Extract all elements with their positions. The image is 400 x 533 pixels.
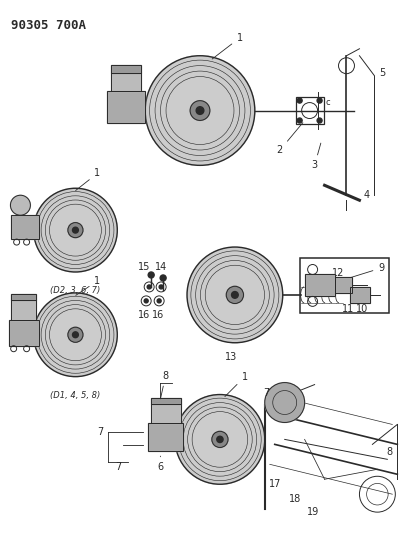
- Circle shape: [265, 383, 305, 423]
- Text: 1: 1: [212, 33, 243, 59]
- Bar: [334, 278, 352, 293]
- Bar: [151, 403, 181, 423]
- Text: 11: 11: [342, 304, 355, 314]
- Text: 5: 5: [379, 68, 386, 78]
- Circle shape: [68, 327, 83, 342]
- Circle shape: [190, 101, 210, 120]
- Circle shape: [72, 227, 78, 233]
- Text: 13: 13: [225, 352, 237, 362]
- Text: 1: 1: [76, 276, 100, 295]
- Circle shape: [317, 118, 322, 123]
- Bar: [107, 91, 145, 123]
- Text: 7: 7: [115, 462, 122, 472]
- Bar: [305, 274, 334, 296]
- Text: 15: 15: [138, 262, 150, 272]
- Bar: [151, 403, 181, 423]
- Bar: [11, 294, 36, 300]
- Bar: [107, 91, 145, 123]
- Text: 3: 3: [312, 143, 321, 171]
- Circle shape: [147, 285, 151, 289]
- Circle shape: [232, 292, 238, 298]
- Bar: [9, 320, 38, 346]
- Circle shape: [10, 195, 30, 215]
- Circle shape: [297, 118, 302, 123]
- Bar: [111, 72, 142, 91]
- Text: 1: 1: [225, 372, 248, 397]
- Circle shape: [226, 286, 244, 303]
- Bar: [151, 398, 181, 403]
- Circle shape: [175, 394, 265, 484]
- Circle shape: [217, 436, 223, 442]
- Bar: [11, 300, 36, 320]
- Text: 4: 4: [363, 190, 370, 200]
- Text: 9: 9: [347, 263, 384, 279]
- Text: 8: 8: [386, 447, 392, 457]
- Text: 8: 8: [160, 370, 169, 399]
- Text: 14: 14: [155, 262, 167, 272]
- Text: 7: 7: [264, 387, 270, 398]
- Circle shape: [196, 107, 204, 115]
- Circle shape: [68, 223, 83, 238]
- Bar: [11, 300, 36, 320]
- Bar: [296, 96, 324, 125]
- Bar: [300, 258, 389, 313]
- Bar: [9, 320, 38, 346]
- Bar: [148, 423, 183, 451]
- Bar: [334, 278, 352, 293]
- Bar: [11, 215, 38, 239]
- Circle shape: [297, 98, 302, 103]
- Bar: [11, 215, 38, 239]
- Bar: [151, 398, 181, 403]
- Circle shape: [187, 247, 283, 343]
- Bar: [11, 294, 36, 300]
- Circle shape: [212, 431, 228, 448]
- Circle shape: [157, 299, 161, 303]
- Text: 16: 16: [152, 310, 164, 320]
- Circle shape: [34, 188, 117, 272]
- Circle shape: [317, 98, 322, 103]
- Circle shape: [159, 285, 163, 289]
- Text: 19: 19: [306, 507, 319, 517]
- Text: 17: 17: [268, 479, 281, 489]
- Text: (D1, 4, 5, 8): (D1, 4, 5, 8): [50, 391, 100, 400]
- Text: 1: 1: [76, 168, 100, 190]
- Text: (D2, 3, 6, 7): (D2, 3, 6, 7): [50, 286, 100, 295]
- Circle shape: [148, 272, 154, 278]
- Circle shape: [160, 275, 166, 281]
- Text: c: c: [325, 98, 330, 107]
- Text: 2: 2: [276, 123, 303, 156]
- Circle shape: [145, 56, 255, 165]
- Text: 10: 10: [356, 304, 368, 314]
- Text: 12: 12: [332, 268, 345, 278]
- Bar: [350, 287, 370, 303]
- Bar: [305, 274, 334, 296]
- Circle shape: [34, 293, 117, 377]
- Bar: [111, 64, 142, 72]
- Bar: [111, 64, 142, 72]
- Bar: [350, 287, 370, 303]
- Bar: [148, 423, 183, 451]
- Text: 90305 700A: 90305 700A: [11, 19, 86, 32]
- Text: 7: 7: [97, 427, 104, 438]
- Circle shape: [72, 332, 78, 338]
- Text: 18: 18: [288, 494, 301, 504]
- Bar: [111, 72, 142, 91]
- Circle shape: [144, 299, 148, 303]
- Text: 16: 16: [138, 310, 150, 320]
- Text: 6: 6: [157, 456, 164, 472]
